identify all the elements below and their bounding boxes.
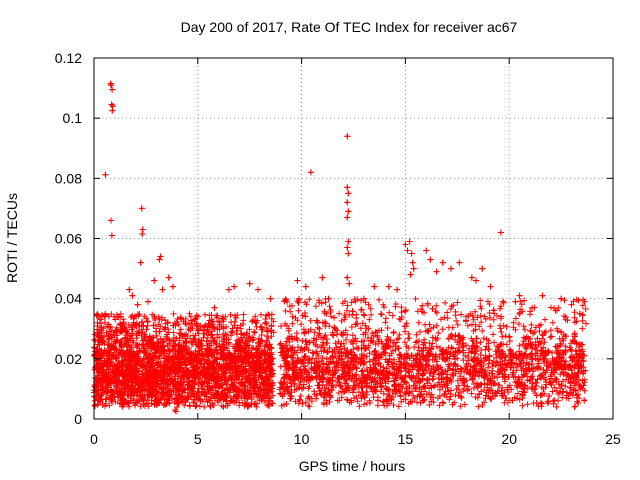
roti-point [394,286,401,293]
roti-point [319,274,326,281]
x-tick-label: 0 [90,431,98,447]
roti-point [108,82,115,89]
x-tick-label: 20 [501,431,517,447]
x-tick-label: 5 [194,431,202,447]
roti-point [487,283,494,290]
roti-point [409,259,416,266]
roti-point [568,301,575,308]
y-tick-label: 0.04 [55,291,82,307]
roti-point [433,268,440,275]
roti-point [371,283,378,290]
roti-point [156,256,163,263]
roti-point [151,277,158,284]
roti-point [410,265,417,272]
roti-point [109,103,116,110]
roti-point [129,292,136,299]
roti-point [385,283,392,290]
roti-point [108,101,115,108]
roti-point [539,292,546,299]
roti-point [137,259,144,266]
y-tick-label: 0 [74,411,82,427]
roti-point [307,169,314,176]
roti-point [497,229,504,236]
roti-point [169,283,176,290]
roti-point [108,217,115,224]
axis-ticks [93,57,614,420]
roti-point [144,298,151,305]
roti-point [472,277,479,284]
x-tick-labels: 0 5 10 15 20 25 [90,431,621,447]
roti-point [558,295,565,302]
roti-point [126,286,133,293]
roti-point [406,238,413,245]
y-tick-label: 0.1 [63,110,83,126]
y-tick-label: 0.06 [55,231,82,247]
roti-point [134,301,141,308]
roti-point [404,247,411,254]
roti-point [344,244,351,251]
roti-point [345,190,352,197]
roti-point [138,205,145,212]
roti-point [448,265,455,272]
roti-point [108,232,115,239]
roti-point [325,295,332,302]
roti-point [344,274,351,281]
roti-point [576,310,583,317]
x-tick-label: 10 [294,431,310,447]
roti-point [107,80,114,87]
x-tick-label: 15 [398,431,414,447]
roti-point [345,250,352,257]
roti-point [516,292,523,299]
roti-point [246,280,253,287]
roti-point [529,304,536,311]
roti-point [402,241,409,248]
roti-point [302,283,309,290]
roti-point [468,274,475,281]
roti-point [427,256,434,263]
roti-point [344,184,351,191]
roti-point [174,403,181,410]
y-tick-label: 0.08 [55,170,82,186]
roti-point [408,250,415,257]
roti-point [423,247,430,254]
y-tick-labels: 0 0.02 0.04 0.06 0.08 0.1 0.12 [55,50,82,427]
roti-point [345,208,352,215]
roti-point [211,304,218,311]
roti-point-markers [91,80,589,415]
roti-point [407,271,414,278]
roti-point [139,230,146,237]
roti-point [344,133,351,140]
roti-point [346,280,353,287]
roti-point [139,226,146,233]
roti-point [479,265,486,272]
data-points [91,80,589,415]
y-tick-label: 0.12 [55,50,82,66]
x-tick-label: 25 [605,431,621,447]
roti-point [345,238,352,245]
roti-point [109,86,116,93]
y-axis-label: ROTI / TECUs [4,193,20,283]
roti-point [255,286,262,293]
roti-point [165,274,172,281]
roti-point [344,214,351,221]
roti-point [360,295,367,302]
roti-point [439,259,446,266]
roti-point [157,253,164,260]
x-axis-label: GPS time / hours [299,458,406,474]
y-tick-label: 0.02 [55,351,82,367]
roti-point [102,171,109,178]
roti-point [294,277,301,284]
chart-title: Day 200 of 2017, Rate Of TEC Index for r… [181,19,518,35]
roti-point [231,283,238,290]
roti-point [173,408,180,415]
roti-point [456,259,463,266]
roti-point [512,298,519,305]
roti-point [267,295,274,302]
roti-point [225,286,232,293]
roti-point [344,199,351,206]
roti-point [159,286,166,293]
